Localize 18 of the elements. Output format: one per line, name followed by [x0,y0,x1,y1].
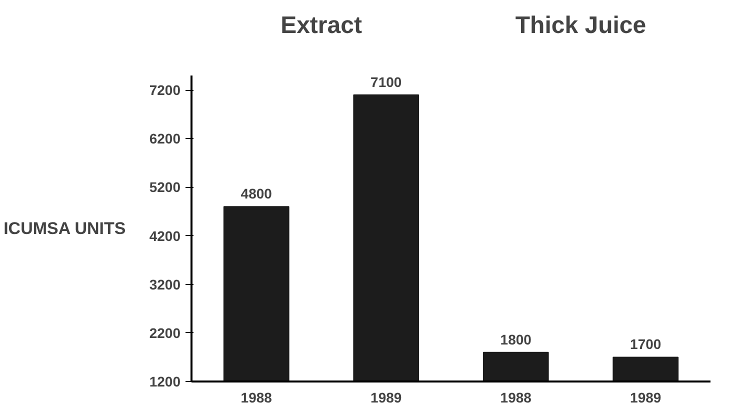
text: Extract [280,12,362,39]
y-axis-title: ICUMSA UNITS [4,219,126,238]
x-tick-label: 1989 [370,390,402,406]
y-tick-label: 2200 [149,324,181,341]
text: Thick Juice [515,12,646,39]
data-label: 7100 [370,74,402,90]
x-tick-label: 1988 [500,390,532,406]
y-tick-label: 6200 [149,130,181,147]
y-tick-label: 3200 [149,276,181,292]
data-label: 4800 [240,186,272,202]
y-tick-label: 1200 [149,374,181,390]
y-tick-label: 7200 [149,82,181,98]
x-tick-label: 1989 [630,390,662,406]
y-tick-label: 5200 [149,179,181,196]
x-tick-label: 1988 [240,390,272,406]
data-label: 1800 [500,331,532,348]
y-tick-label: 4200 [149,228,181,244]
data-label: 1700 [630,336,662,352]
